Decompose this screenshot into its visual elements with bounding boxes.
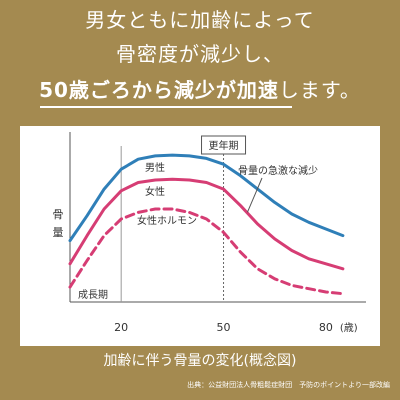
rapid-decline-label: 骨量の急激な減少 xyxy=(238,164,318,177)
x-tick-label: 80 xyxy=(319,321,333,334)
chart-card: 骨量成長期 更年期男性女性女性ホルモン 骨量の急激な減少 20 50 80 (歳) xyxy=(20,126,380,346)
headline-line-1: 男女ともに加齢によって xyxy=(85,8,315,32)
rapid-decline-pointer xyxy=(246,177,263,213)
series-label-3: 女性ホルモン xyxy=(137,214,197,227)
headline-emphasis: 50歳ごろから減少が加速 xyxy=(39,78,279,102)
headline-underline xyxy=(40,106,292,108)
chart-caption: 加齢に伴う骨量の変化(概念図) xyxy=(103,353,297,369)
y-axis-label-char: 骨 xyxy=(53,208,64,221)
x-axis-unit: (歳) xyxy=(340,322,358,334)
headline-line-2: 骨密度が減少し、 xyxy=(116,42,284,66)
series-line-3 xyxy=(68,207,345,296)
headline-line-3-rest: します。 xyxy=(278,78,361,102)
menopause-label: 更年期 xyxy=(209,139,239,152)
menopause-label-box xyxy=(201,135,247,155)
growth-period-label: 成長期 xyxy=(78,289,108,301)
series-label-1: 男性 xyxy=(145,161,165,174)
source-note: 出典：公益財団法人骨粗鬆症財団 予防のポイントより一部改編 xyxy=(187,381,390,389)
series-label-2: 女性 xyxy=(145,185,165,198)
x-tick-label: 20 xyxy=(114,321,128,334)
headline-line-3: 50歳ごろから減少が加速します。 xyxy=(0,78,400,102)
series-line-1 xyxy=(68,153,345,243)
x-tick-label: 50 xyxy=(217,321,231,334)
y-axis-label-char: 量 xyxy=(53,226,64,239)
series-line-2 xyxy=(68,177,345,271)
